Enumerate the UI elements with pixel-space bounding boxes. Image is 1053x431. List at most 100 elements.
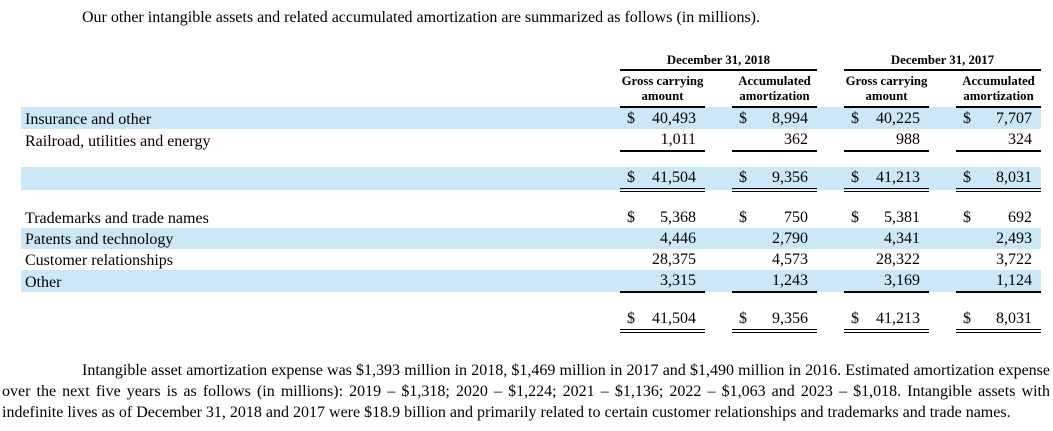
column-gap xyxy=(817,129,844,151)
dollar-sign: $ xyxy=(963,310,972,327)
value-cell: 1,124 xyxy=(956,270,1042,293)
table-row: Other 3,315 1,243 3,169 1,124 xyxy=(21,270,1042,293)
row-label: Trademarks and trade names xyxy=(25,210,209,227)
value-text: 1,124 xyxy=(996,272,1033,289)
value-text: 4,573 xyxy=(772,251,809,268)
value-cell: $40,493 xyxy=(620,107,705,129)
value-cell: 3,722 xyxy=(956,249,1041,270)
value-cell: $5,381 xyxy=(844,207,929,228)
value-cell: 4,341 xyxy=(844,228,930,249)
row-label: Patents and technology xyxy=(21,228,593,249)
column-gap xyxy=(593,207,620,228)
value-cell: 362 xyxy=(732,129,818,152)
row-label: Customer relationships xyxy=(25,252,173,269)
value-text: 2,790 xyxy=(772,230,809,247)
value-text: 3,722 xyxy=(996,251,1033,268)
column-gap xyxy=(817,249,844,270)
value-cell: $8,031 xyxy=(956,167,1042,192)
value-text: 362 xyxy=(784,131,809,148)
column-gap xyxy=(705,308,732,331)
column-gap xyxy=(929,207,956,228)
value-text: 5,381 xyxy=(884,209,921,226)
column-gap xyxy=(817,107,845,129)
value-cell: $9,356 xyxy=(732,308,818,333)
value-cell: 324 xyxy=(956,129,1042,152)
subcolumn-2017-accumulated-amortization: Accumulated amortization xyxy=(956,70,1042,108)
header-empty-cell xyxy=(21,70,593,107)
header-gap xyxy=(705,70,732,107)
column-gap xyxy=(929,228,957,249)
value-cell: 988 xyxy=(844,129,930,152)
spacer-row xyxy=(21,292,1041,308)
subcolumn-2018-accumulated-amortization: Accumulated amortization xyxy=(732,70,818,108)
spacer-row xyxy=(21,190,1041,207)
value-cell: $8,994 xyxy=(732,107,818,129)
spacer-cell xyxy=(21,151,1041,167)
subcolumn-2017-gross-carrying-amount: Gross carrying amount xyxy=(844,70,930,108)
value-text: 40,493 xyxy=(652,110,696,127)
value-text: 28,375 xyxy=(652,251,696,268)
column-gap xyxy=(817,308,844,331)
value-cell: 28,322 xyxy=(844,249,929,270)
value-text: 692 xyxy=(1008,209,1033,226)
table-row: $41,504 $9,356 $41,213 $8,031 xyxy=(21,308,1042,333)
column-gap xyxy=(705,167,732,190)
column-gap xyxy=(817,228,845,249)
value-text: 41,213 xyxy=(876,310,921,327)
table-header: December 31, 2018 December 31, 2017 Gros… xyxy=(21,49,1042,108)
value-text: 41,504 xyxy=(652,169,696,186)
header-empty-cell xyxy=(21,49,593,70)
dollar-sign: $ xyxy=(963,110,972,127)
column-group-dec-31-2017: December 31, 2017 xyxy=(844,49,1042,71)
value-cell: $41,213 xyxy=(844,308,930,333)
row-label: Insurance and other xyxy=(21,107,593,129)
value-text: 2,493 xyxy=(996,230,1033,247)
column-gap xyxy=(929,249,956,270)
row-label xyxy=(21,308,593,331)
dollar-sign: $ xyxy=(739,209,747,226)
column-gap xyxy=(929,129,956,151)
value-text: 41,504 xyxy=(652,310,696,327)
column-gap xyxy=(817,270,845,292)
column-gap xyxy=(593,270,620,292)
value-cell: $5,368 xyxy=(620,207,705,228)
value-cell: $41,213 xyxy=(844,167,930,192)
dollar-sign: $ xyxy=(627,169,635,186)
header-gap xyxy=(593,70,620,107)
column-gap xyxy=(817,167,845,190)
value-text: 4,341 xyxy=(884,230,921,247)
intro-paragraph: Our other intangible assets and related … xyxy=(82,9,761,26)
value-cell: 2,790 xyxy=(732,228,818,249)
header-gap xyxy=(929,70,956,107)
dollar-sign: $ xyxy=(963,169,972,186)
footer-paragraph: Intangible asset amortization expense wa… xyxy=(2,362,1050,421)
value-cell: $9,356 xyxy=(732,167,818,192)
column-gap xyxy=(593,249,620,270)
table-row: Trademarks and trade names $5,368 $750 $5,3… xyxy=(21,207,1041,228)
value-text: 8,031 xyxy=(996,310,1033,327)
value-cell: $40,225 xyxy=(844,107,930,129)
table-row: Insurance and other $40,493 $8,994 $40,225 $… xyxy=(21,107,1042,129)
value-text: 28,322 xyxy=(876,251,921,268)
value-text: 9,356 xyxy=(772,169,809,186)
value-cell: $8,031 xyxy=(956,308,1042,333)
table-row: Patents and technology 4,446 2,790 4,341 2,4… xyxy=(21,228,1042,249)
table-row: $41,504 $9,356 $41,213 $8,031 xyxy=(21,167,1042,192)
column-gap xyxy=(817,207,844,228)
table-row: Customer relationships 28,375 4,573 28,322 3… xyxy=(21,249,1041,270)
value-cell: $750 xyxy=(732,207,817,228)
value-cell: 1,243 xyxy=(732,270,818,293)
column-gap xyxy=(929,308,956,331)
column-gap xyxy=(929,167,957,190)
column-gap xyxy=(593,308,620,331)
column-gap xyxy=(705,228,732,249)
spacer-cell xyxy=(21,292,1041,308)
subcolumn-2018-gross-carrying-amount: Gross carrying amount xyxy=(620,70,705,108)
column-gap xyxy=(705,249,732,270)
value-text: 988 xyxy=(896,131,921,148)
column-gap xyxy=(929,270,957,292)
dollar-sign: $ xyxy=(963,209,972,226)
dollar-sign: $ xyxy=(851,110,860,127)
value-cell: 4,446 xyxy=(620,228,705,249)
column-gap xyxy=(705,129,732,151)
